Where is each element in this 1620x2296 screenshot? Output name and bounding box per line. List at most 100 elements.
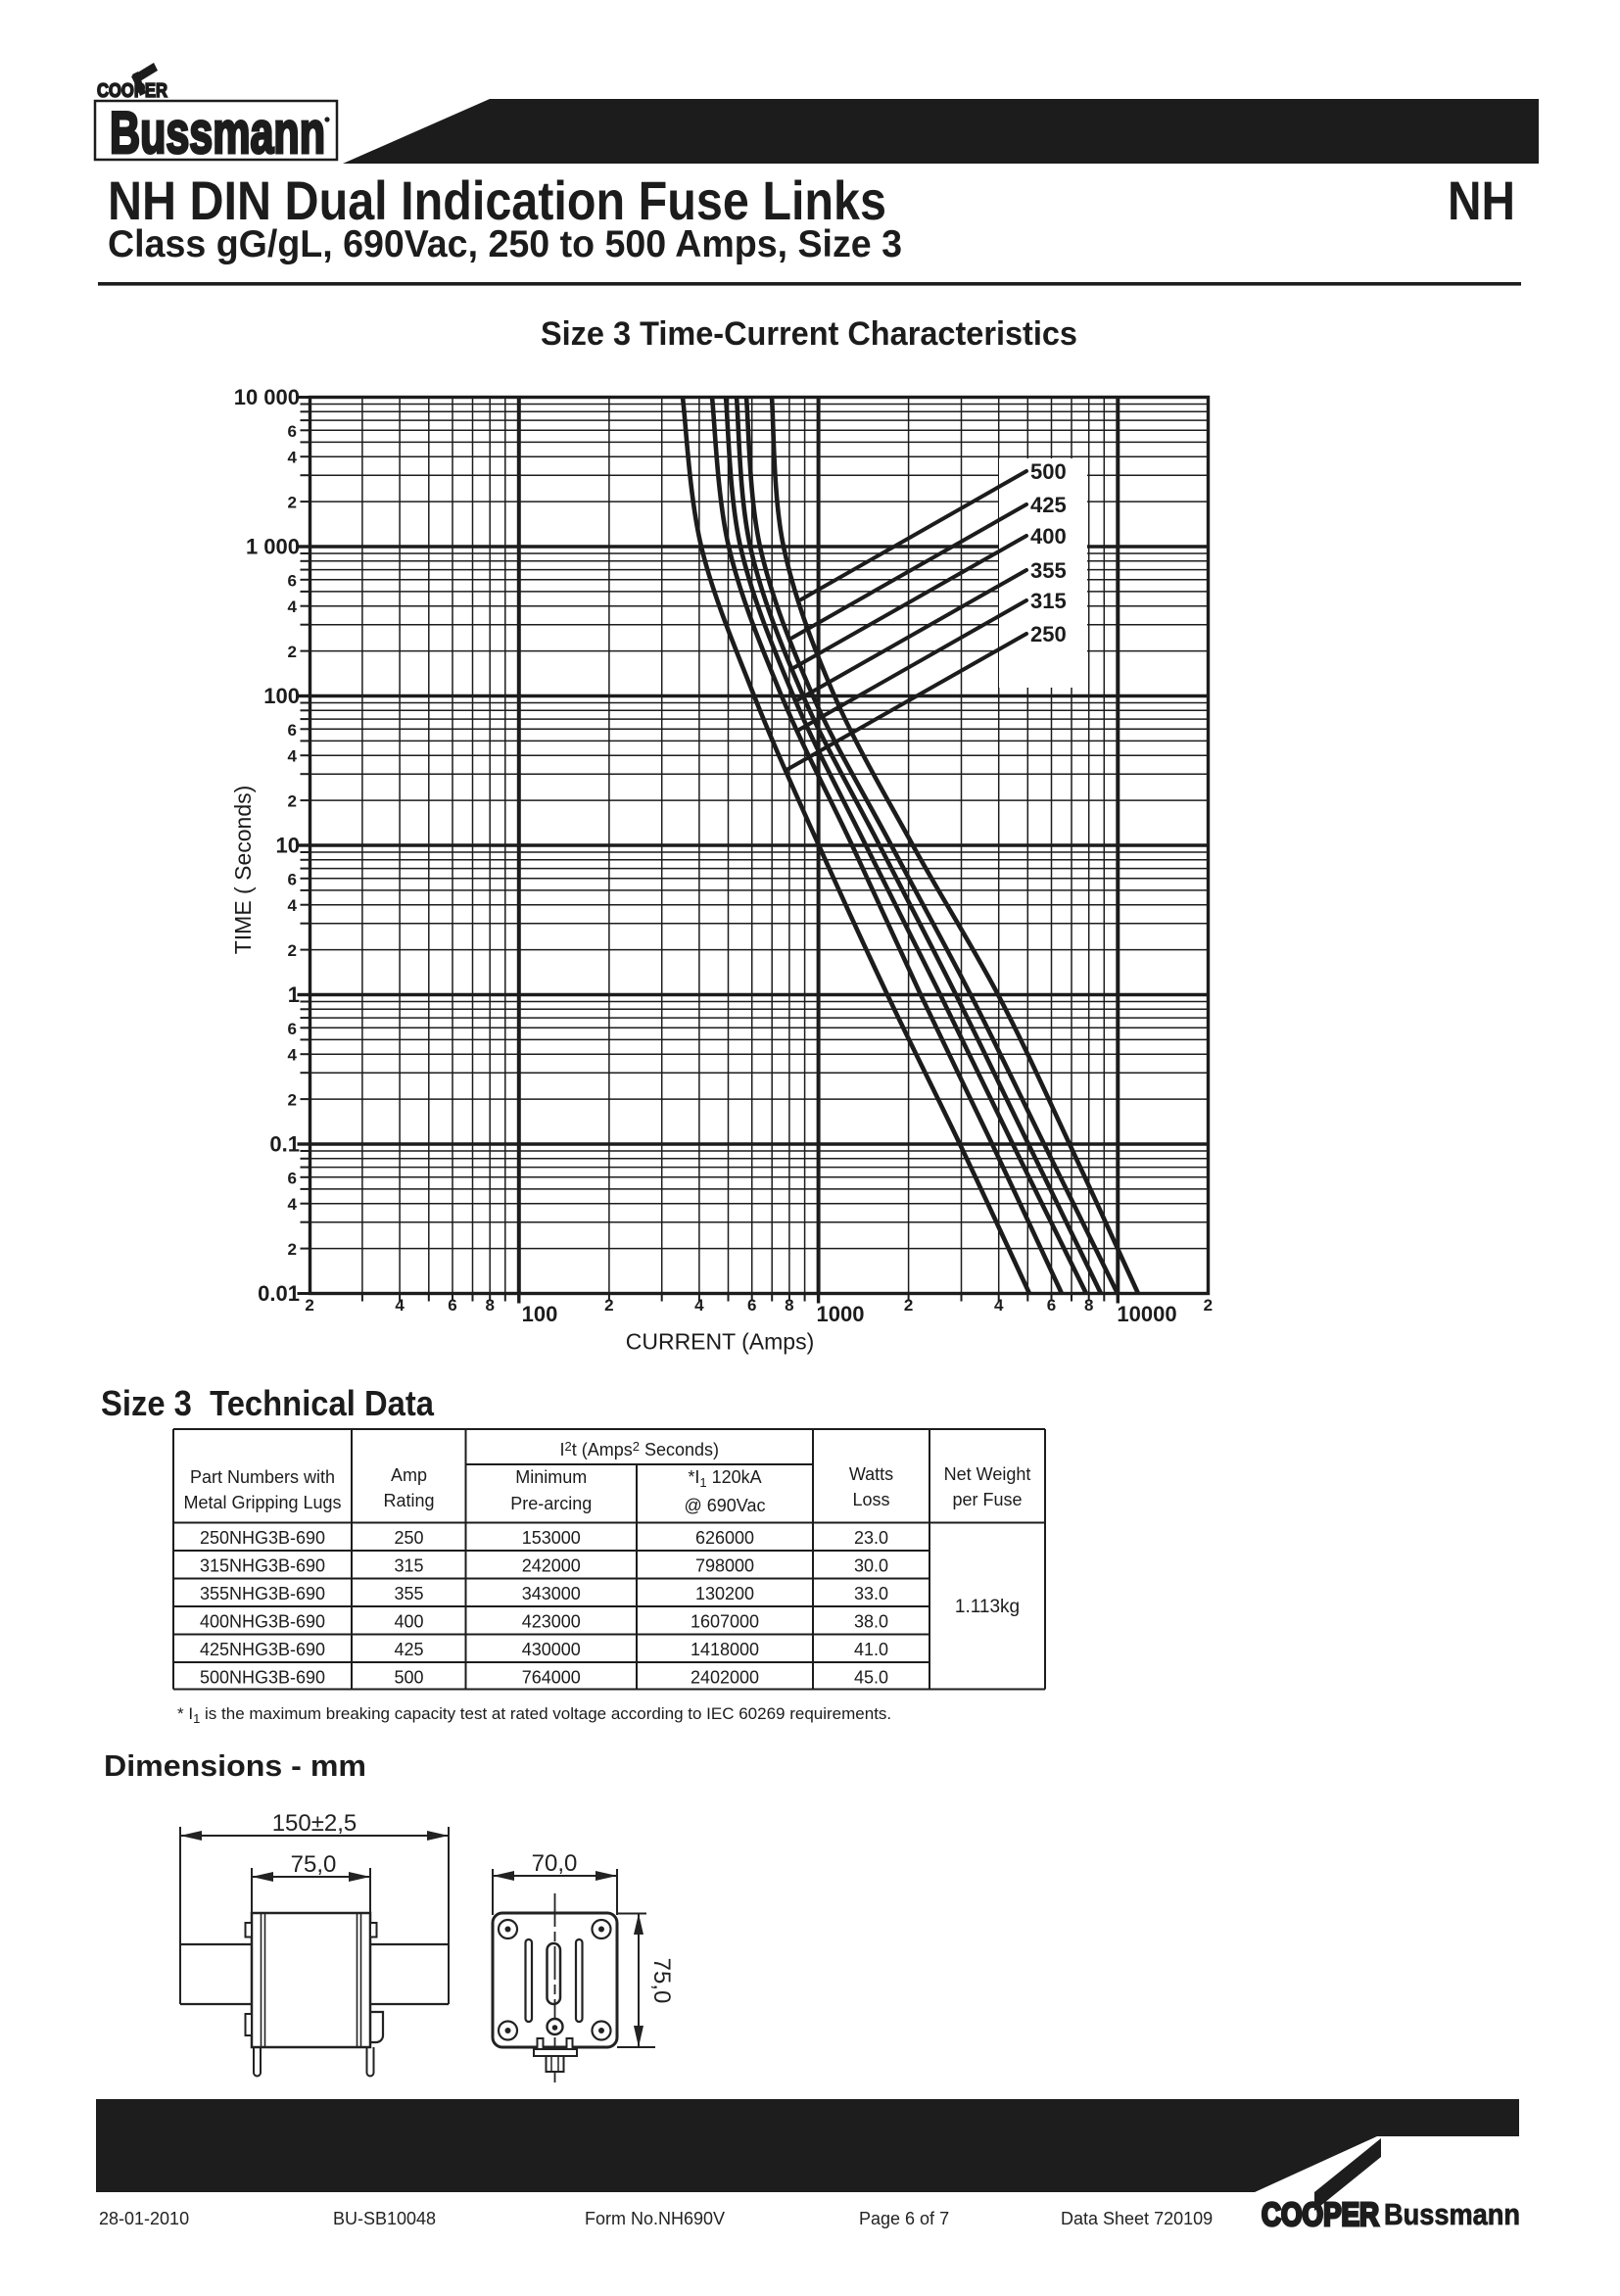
svg-text:764000: 764000 (522, 1668, 581, 1688)
svg-text:Page 6 of 7: Page 6 of 7 (859, 2209, 949, 2228)
svg-text:6: 6 (288, 571, 297, 590)
svg-text:430000: 430000 (522, 1640, 581, 1659)
svg-text:4: 4 (288, 1195, 298, 1214)
svg-text:Data Sheet 720109: Data Sheet 720109 (1061, 2209, 1213, 2228)
svg-text:NH DIN Dual Indication Fuse Li: NH DIN Dual Indication Fuse Links (108, 169, 886, 231)
svg-text:423000: 423000 (522, 1612, 581, 1632)
svg-text:per Fuse: per Fuse (952, 1490, 1022, 1509)
svg-text:400NHG3B-690: 400NHG3B-690 (200, 1612, 325, 1632)
svg-text:1.113kg: 1.113kg (955, 1597, 1020, 1617)
svg-text:355NHG3B-690: 355NHG3B-690 (200, 1584, 325, 1603)
svg-text:0.1: 0.1 (269, 1132, 300, 1157)
svg-text:6: 6 (747, 1296, 756, 1315)
svg-text:2: 2 (1204, 1296, 1213, 1315)
svg-text:315: 315 (394, 1556, 423, 1576)
svg-text:2402000: 2402000 (691, 1668, 759, 1688)
svg-text:45.0: 45.0 (854, 1668, 888, 1688)
svg-text:425: 425 (1030, 493, 1067, 517)
svg-text:1000: 1000 (817, 1302, 865, 1326)
svg-text:Bussmann: Bussmann (1384, 2197, 1520, 2231)
svg-text:2: 2 (288, 1240, 297, 1259)
svg-text:1: 1 (288, 982, 300, 1007)
svg-text:250: 250 (394, 1528, 423, 1548)
svg-text:2: 2 (604, 1296, 613, 1315)
svg-text:153000: 153000 (522, 1528, 581, 1548)
svg-text:23.0: 23.0 (854, 1528, 888, 1548)
svg-text:4: 4 (288, 598, 298, 616)
svg-text:4: 4 (994, 1296, 1004, 1315)
svg-text:I2t (Amps2 Seconds): I2t (Amps2 Seconds) (559, 1439, 719, 1459)
svg-text:CURRENT (Amps): CURRENT (Amps) (626, 1329, 815, 1355)
svg-text:30.0: 30.0 (854, 1556, 888, 1576)
svg-text:@ 690Vac: @ 690Vac (685, 1496, 766, 1515)
svg-text:10 000: 10 000 (234, 385, 300, 409)
svg-text:4: 4 (288, 1046, 298, 1065)
svg-text:Part Numbers with: Part Numbers with (190, 1467, 335, 1487)
svg-text:250: 250 (1030, 622, 1067, 646)
svg-text:400: 400 (394, 1612, 423, 1632)
svg-text:Class gG/gL, 690Vac, 250 to 50: Class gG/gL, 690Vac, 250 to 500 Amps, Si… (108, 223, 902, 265)
svg-text:75,0: 75,0 (648, 1958, 675, 2004)
svg-text:355: 355 (394, 1584, 423, 1603)
svg-text:70,0: 70,0 (532, 1850, 578, 1877)
svg-text:6: 6 (288, 870, 297, 888)
svg-text:6: 6 (288, 1169, 297, 1187)
svg-text:2: 2 (288, 792, 297, 811)
svg-text:NH: NH (1448, 169, 1515, 231)
svg-text:626000: 626000 (695, 1528, 754, 1548)
svg-text:150±2,5: 150±2,5 (272, 1810, 357, 1837)
svg-text:250NHG3B-690: 250NHG3B-690 (200, 1528, 325, 1548)
svg-text:315NHG3B-690: 315NHG3B-690 (200, 1556, 325, 1576)
svg-text:315: 315 (1030, 589, 1067, 613)
svg-text:2: 2 (904, 1296, 913, 1315)
svg-text:2: 2 (305, 1296, 313, 1315)
svg-text:500: 500 (394, 1668, 423, 1688)
svg-text:4: 4 (288, 449, 298, 467)
svg-text:COOPER: COOPER (1262, 2196, 1379, 2232)
svg-text:Net Weight: Net Weight (944, 1464, 1031, 1484)
svg-text:2: 2 (288, 941, 297, 960)
svg-text:Loss: Loss (852, 1490, 889, 1509)
svg-text:Size 3 Time-Current Characteri: Size 3 Time-Current Characteristics (541, 315, 1077, 353)
svg-text:Watts: Watts (849, 1464, 893, 1484)
svg-text:343000: 343000 (522, 1584, 581, 1603)
svg-text:0.01: 0.01 (258, 1281, 300, 1306)
svg-text:500: 500 (1030, 459, 1067, 484)
svg-text:10: 10 (276, 834, 300, 858)
svg-text:Amp: Amp (391, 1465, 427, 1485)
svg-text:75,0: 75,0 (291, 1851, 337, 1878)
svg-text:6: 6 (288, 1020, 297, 1038)
svg-text:8: 8 (785, 1296, 793, 1315)
svg-text:425: 425 (394, 1640, 423, 1659)
svg-text:Size 3 Technical Data: Size 3 Technical Data (101, 1383, 435, 1423)
svg-text:425NHG3B-690: 425NHG3B-690 (200, 1640, 325, 1659)
svg-text:400: 400 (1030, 524, 1067, 549)
svg-text:33.0: 33.0 (854, 1584, 888, 1603)
svg-text:4: 4 (395, 1296, 405, 1315)
svg-text:6: 6 (1047, 1296, 1056, 1315)
svg-text:4: 4 (288, 896, 298, 915)
svg-text:Rating: Rating (383, 1491, 434, 1510)
svg-text:100: 100 (522, 1302, 558, 1326)
svg-text:COOPER: COOPER (97, 80, 167, 102)
svg-text:28-01-2010: 28-01-2010 (99, 2209, 189, 2228)
svg-text:6: 6 (288, 721, 297, 740)
svg-text:355: 355 (1030, 558, 1067, 583)
svg-text:TIME ( Seconds): TIME ( Seconds) (230, 786, 256, 955)
svg-text:2: 2 (288, 643, 297, 661)
svg-text:6: 6 (448, 1296, 456, 1315)
svg-text:4: 4 (694, 1296, 704, 1315)
svg-text:2: 2 (288, 1091, 297, 1110)
svg-text:Metal Gripping Lugs: Metal Gripping Lugs (183, 1493, 341, 1512)
svg-text:1 000: 1 000 (246, 535, 300, 559)
svg-text:100: 100 (263, 684, 300, 708)
svg-text:1418000: 1418000 (691, 1640, 759, 1659)
svg-text:6: 6 (288, 422, 297, 441)
svg-text:798000: 798000 (695, 1556, 754, 1576)
svg-text:Minimum: Minimum (515, 1467, 587, 1487)
svg-text:1607000: 1607000 (691, 1612, 759, 1632)
svg-text:8: 8 (485, 1296, 494, 1315)
svg-text:2: 2 (288, 494, 297, 512)
svg-text:130200: 130200 (695, 1584, 754, 1603)
svg-text:Form No.NH690V: Form No.NH690V (585, 2209, 725, 2228)
